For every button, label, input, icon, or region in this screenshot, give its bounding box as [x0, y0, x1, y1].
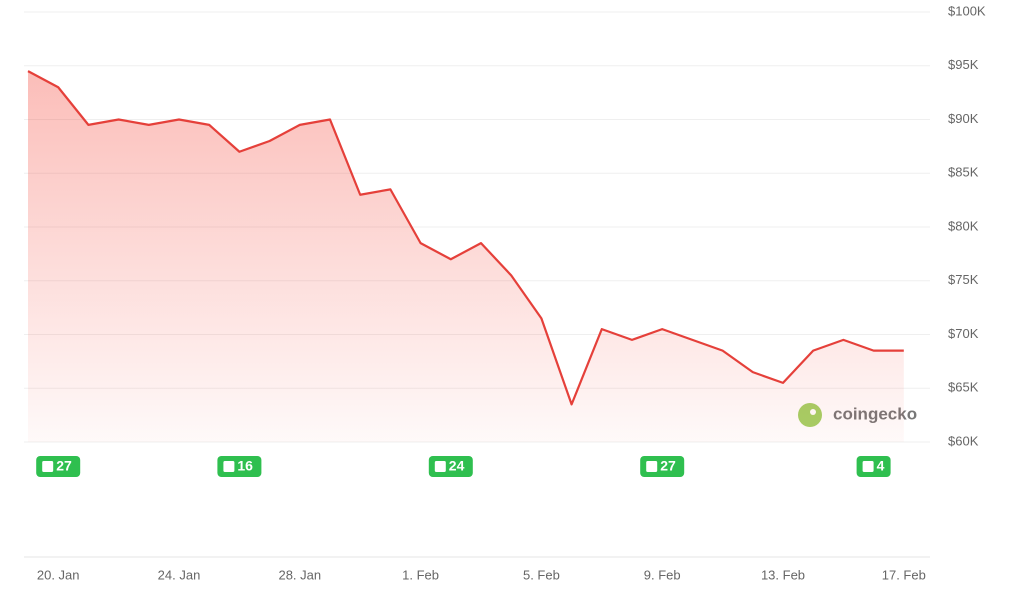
y-tick-label: $90K	[948, 111, 979, 126]
y-tick-label: $70K	[948, 326, 979, 341]
news-badge: 27	[640, 456, 685, 477]
news-badge: 27	[36, 456, 81, 477]
price-line	[27, 70, 904, 406]
x-tick-label: 1. Feb	[402, 567, 439, 582]
y-tick-label: $60K	[948, 433, 979, 448]
x-tick-label: 20. Jan	[37, 567, 80, 582]
x-tick-label: 13. Feb	[761, 567, 805, 582]
y-tick-label: $65K	[948, 380, 979, 395]
x-tick-label: 17. Feb	[882, 567, 926, 582]
news-count: 24	[449, 458, 465, 474]
news-icon	[862, 461, 874, 472]
x-tick-label: 28. Jan	[278, 567, 321, 582]
news-count: 27	[660, 458, 676, 474]
y-tick-label: $75K	[948, 272, 979, 287]
area	[28, 71, 904, 442]
news-count: 16	[237, 458, 253, 474]
y-tick-label: $80K	[948, 218, 979, 233]
x-tick-label: 5. Feb	[523, 567, 560, 582]
y-tick-label: $100K	[948, 3, 986, 18]
news-icon	[223, 461, 235, 472]
news-count: 27	[56, 458, 72, 474]
news-icon	[42, 461, 54, 472]
news-badge: 24	[428, 456, 473, 477]
x-tick-label: 24. Jan	[158, 567, 201, 582]
news-icon	[646, 461, 658, 472]
x-tick-label: 9. Feb	[644, 567, 681, 582]
news-badge: 4	[856, 456, 891, 477]
news-count: 4	[877, 458, 885, 474]
news-badge: 16	[217, 456, 262, 477]
y-tick-label: $95K	[948, 57, 979, 72]
y-tick-label: $85K	[948, 165, 979, 180]
news-icon	[434, 461, 446, 472]
